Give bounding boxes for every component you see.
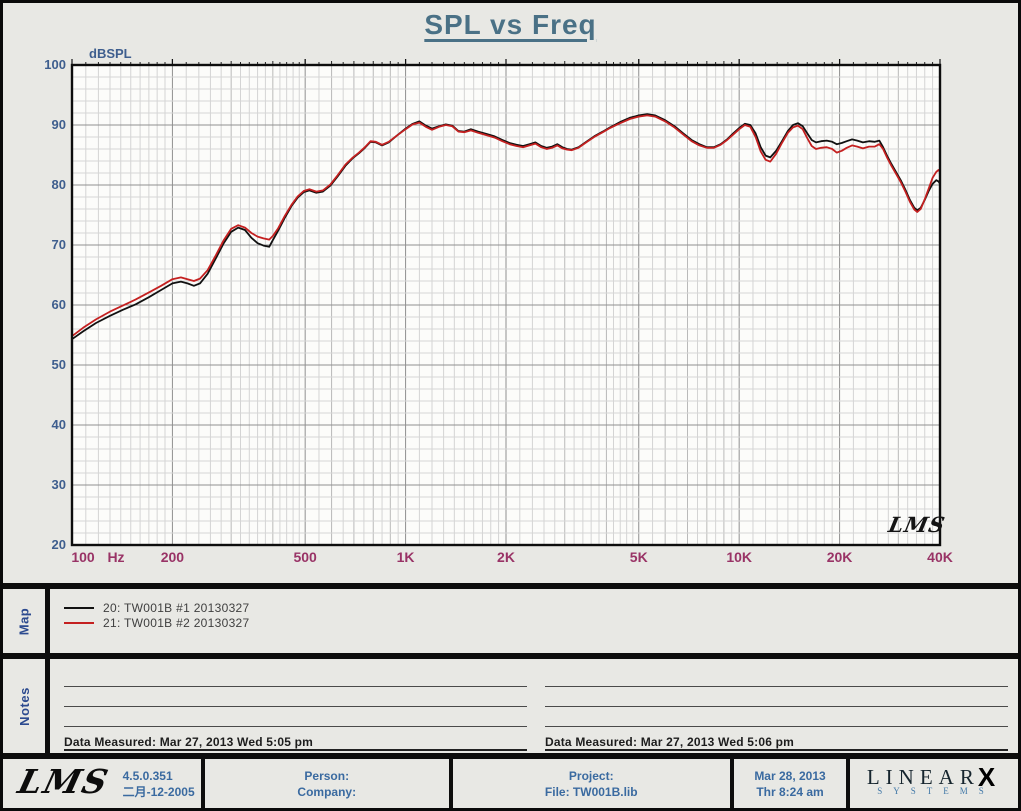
app-version-date: 二月-12-2005 bbox=[122, 784, 195, 799]
note-blank-line bbox=[64, 667, 527, 687]
svg-text:90: 90 bbox=[52, 117, 66, 132]
legend-label-1: 20: TW001B #1 20130327 bbox=[103, 600, 250, 615]
svg-text:500: 500 bbox=[293, 549, 317, 565]
page-title: SPL vs Freq bbox=[3, 9, 1018, 41]
data-measured-line-right: Data Measured: Mar 27, 2013 Wed 5:06 pm bbox=[545, 727, 1008, 751]
chart-panel: SPL vs Freq dBSPL 100 90 80 70 60 50 40 30 20 100 2… bbox=[3, 3, 1018, 589]
svg-text:70: 70 bbox=[52, 237, 66, 252]
legend-entry-2: 21: TW001B #2 20130327 bbox=[64, 615, 250, 630]
legend-line-black bbox=[64, 606, 94, 609]
lms-watermark: LMS bbox=[886, 512, 948, 537]
svg-text:50: 50 bbox=[52, 357, 66, 372]
svg-text:1K: 1K bbox=[397, 549, 415, 565]
svg-text:20K: 20K bbox=[827, 549, 853, 565]
note-blank-line bbox=[545, 667, 1008, 687]
svg-text:200: 200 bbox=[161, 549, 185, 565]
project-label: Project: bbox=[568, 768, 614, 783]
person-label: Person: bbox=[304, 768, 350, 783]
note-blank-line bbox=[545, 687, 1008, 707]
footer-project-cell: Project: File: TW001B.lib bbox=[448, 759, 731, 808]
svg-text:40: 40 bbox=[52, 417, 66, 432]
svg-text:2K: 2K bbox=[497, 549, 515, 565]
map-panel: Map 20: TW001B #1 20130327 21: TW001B #2… bbox=[3, 589, 1018, 659]
legend-label-2: 21: TW001B #2 20130327 bbox=[103, 615, 250, 630]
footer-date-cell: Mar 28, 2013 Thr 8:24 am bbox=[730, 759, 846, 808]
app-version: 4.5.0.351 bbox=[122, 768, 173, 783]
note-blank-line bbox=[64, 707, 527, 727]
report-date: Mar 28, 2013 bbox=[754, 768, 826, 783]
map-panel-label: Map bbox=[3, 589, 50, 653]
spl-vs-freq-plot: dBSPL 100 90 80 70 60 50 40 30 20 100 200 500 1K 2K 5K 1… bbox=[44, 46, 953, 565]
footer: LMS 4.5.0.351 二月-12-2005 Person: Company… bbox=[3, 759, 1018, 808]
linearx-systems-text: SYSTEMS bbox=[877, 785, 995, 796]
linearx-x: X bbox=[977, 761, 1002, 792]
legend: 20: TW001B #1 20130327 21: TW001B #2 201… bbox=[50, 589, 250, 653]
file-label: File: TW001B.lib bbox=[544, 784, 638, 799]
notes-column-left: Data Measured: Mar 27, 2013 Wed 5:05 pm bbox=[64, 667, 527, 753]
linearx-logo: LINEAR X bbox=[866, 761, 1002, 792]
svg-text:100: 100 bbox=[44, 57, 66, 72]
notes-content: Data Measured: Mar 27, 2013 Wed 5:05 pm … bbox=[50, 659, 1018, 753]
svg-text:30: 30 bbox=[52, 477, 66, 492]
footer-person-cell: Person: Company: bbox=[201, 759, 449, 808]
svg-text:20: 20 bbox=[52, 537, 66, 552]
svg-text:40K: 40K bbox=[927, 549, 953, 565]
company-label: Company: bbox=[297, 784, 357, 799]
svg-text:dBSPL: dBSPL bbox=[89, 46, 132, 61]
report-time: Thr 8:24 am bbox=[756, 784, 824, 799]
svg-text:5K: 5K bbox=[630, 549, 648, 565]
note-blank-line bbox=[64, 687, 527, 707]
svg-text:100: 100 bbox=[71, 549, 95, 565]
legend-line-red bbox=[64, 621, 94, 624]
chart-title-text: SPL vs Freq bbox=[424, 9, 597, 40]
svg-text:80: 80 bbox=[52, 177, 66, 192]
svg-text:10K: 10K bbox=[726, 549, 752, 565]
footer-brand-cell: LINEAR X SYSTEMS bbox=[846, 759, 1018, 808]
notes-panel: Notes Data Measured: Mar 27, 2013 Wed 5:… bbox=[3, 659, 1018, 759]
notes-column-right: Data Measured: Mar 27, 2013 Wed 5:06 pm bbox=[545, 667, 1008, 753]
notes-panel-label: Notes bbox=[3, 659, 50, 753]
svg-text:Hz: Hz bbox=[107, 549, 124, 565]
svg-text:60: 60 bbox=[52, 297, 66, 312]
note-blank-line bbox=[545, 707, 1008, 727]
data-measured-line-left: Data Measured: Mar 27, 2013 Wed 5:05 pm bbox=[64, 727, 527, 751]
footer-version-cell: LMS 4.5.0.351 二月-12-2005 bbox=[3, 759, 201, 808]
lms-logo: LMS bbox=[14, 761, 114, 801]
legend-entry-1: 20: TW001B #1 20130327 bbox=[64, 600, 250, 615]
